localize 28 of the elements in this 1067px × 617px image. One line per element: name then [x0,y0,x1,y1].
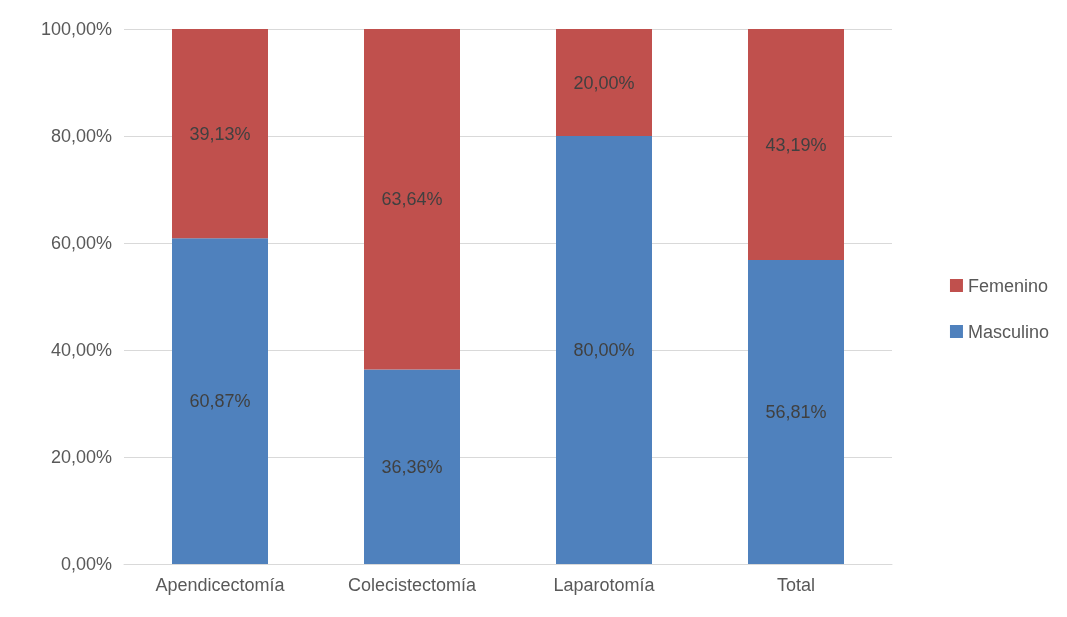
data-label: 63,64% [381,189,443,210]
y-tick-label: 100,00% [40,19,112,39]
legend-label: Masculino [967,321,1050,342]
data-label: 56,81% [765,402,827,423]
bar [364,369,460,564]
y-tick-label: 60,00% [50,233,112,253]
data-label: 80,00% [573,340,635,360]
bar [556,29,652,136]
x-tick-label: Apendicectomía [155,575,286,595]
bar [172,29,268,239]
x-tick-label: Laparotomía [553,575,656,595]
y-tick-label: 0,00% [60,554,112,574]
x-tick-label: Colecistectomía [347,575,478,595]
y-tick-label: 20,00% [50,447,112,467]
data-label: 39,13% [189,123,251,144]
data-label: 20,00% [573,72,635,93]
data-label: 43,19% [765,134,827,155]
x-tick-label: Total [776,575,816,595]
legend-label: Femenino [967,275,1049,296]
y-tick-label: 40,00% [50,340,112,360]
bar [556,136,652,564]
data-label: 36,36% [381,456,443,477]
bar [748,29,844,261]
bar [172,238,268,564]
y-tick-label: 80,00% [50,126,112,146]
bar [748,260,844,564]
bar [364,29,460,370]
data-label: 60,87% [189,391,251,412]
